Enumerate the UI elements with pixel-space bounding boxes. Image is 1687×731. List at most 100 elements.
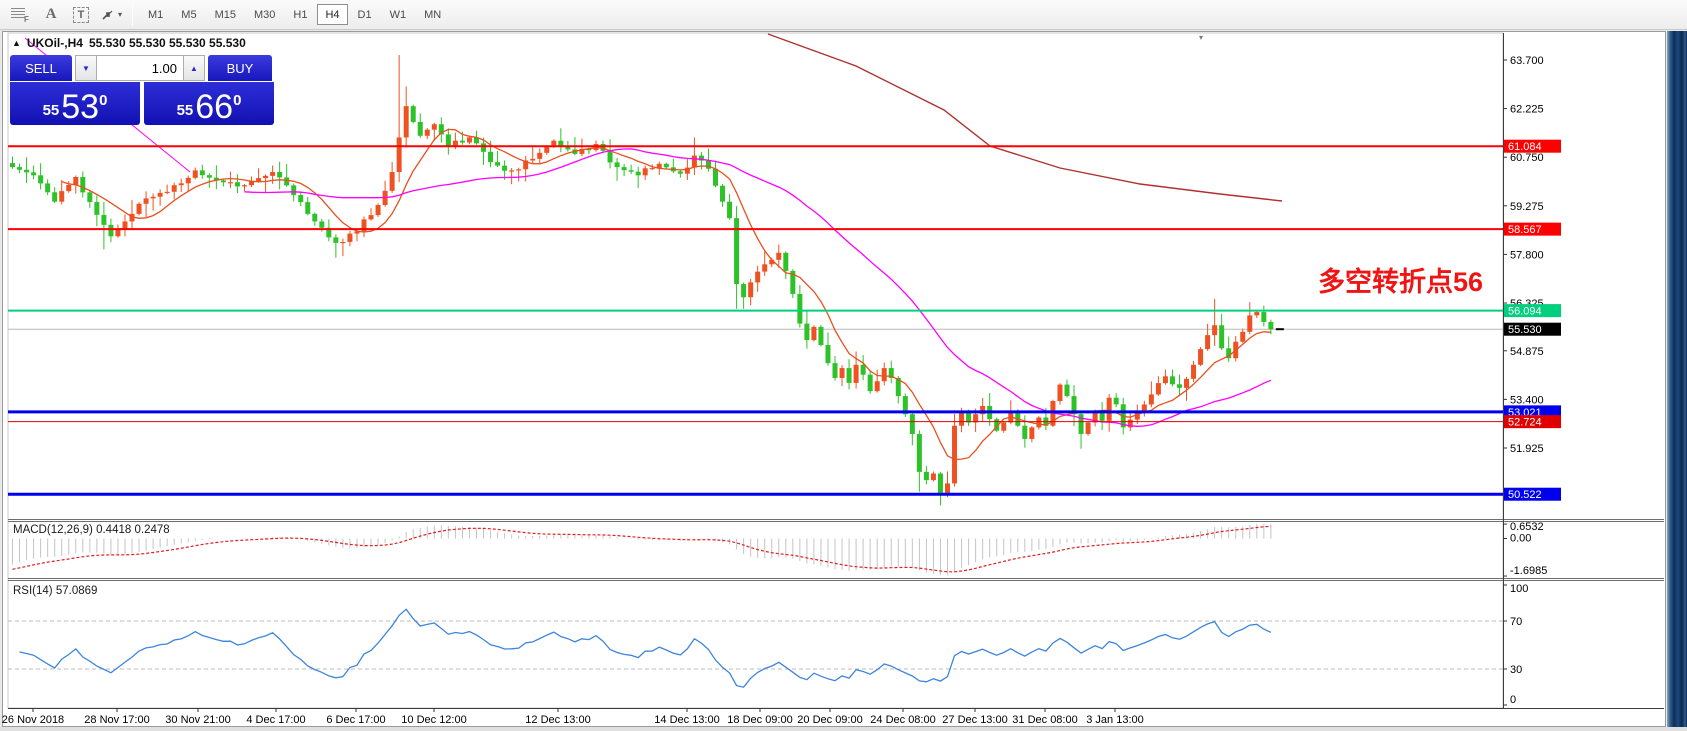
- svg-text:55.530: 55.530: [1508, 324, 1542, 336]
- svg-text:52.724: 52.724: [1508, 417, 1542, 429]
- window-bottom-edge: [0, 727, 1687, 731]
- macd-label: MACD(12,26,9) 0.4418 0.2478: [13, 524, 170, 536]
- buy-price-pips: 66: [195, 88, 234, 126]
- buy-price-point: 0: [233, 92, 242, 109]
- svg-text:F: F: [24, 15, 29, 24]
- timeframe-button-d1[interactable]: D1: [357, 8, 372, 21]
- diagonal-arrows-glyph: [102, 10, 113, 20]
- timeframe-button-m5[interactable]: M5: [181, 8, 197, 21]
- volume-increase-button[interactable]: ▲: [183, 55, 205, 81]
- svg-text:18 Dec 09:00: 18 Dec 09:00: [727, 714, 792, 726]
- rsi-value: 57.0869: [55, 585, 98, 597]
- grid-f-icon[interactable]: F: [8, 3, 34, 27]
- svg-text:60.750: 60.750: [1510, 152, 1544, 164]
- svg-text:-1.6985: -1.6985: [1510, 565, 1547, 577]
- sell-price-quote[interactable]: 55 53 0: [10, 82, 140, 125]
- grid-f-glyph: F: [11, 7, 29, 24]
- ohlc-readout: 55.530 55.530 55.530 55.530: [88, 36, 246, 50]
- svg-text:100: 100: [1510, 583, 1528, 595]
- svg-text:4 Dec 17:00: 4 Dec 17:00: [246, 714, 305, 726]
- rsi-name: RSI(14): [13, 585, 53, 597]
- svg-text:0: 0: [1510, 694, 1516, 706]
- sell-price-pips: 53: [61, 88, 100, 126]
- svg-text:27 Dec 13:00: 27 Dec 13:00: [942, 714, 1007, 726]
- svg-text:12 Dec 13:00: 12 Dec 13:00: [525, 714, 590, 726]
- t-glyph: T: [72, 6, 90, 23]
- time-axis: 26 Nov 2018 28 Nov 17:00 30 Nov 21:00 4 Dec…: [2, 708, 1144, 726]
- sell-price-point: 0: [99, 92, 108, 109]
- buy-price-whole: 55: [176, 102, 194, 119]
- drawing-tools-icon[interactable]: ▾: [98, 3, 124, 27]
- svg-text:61.084: 61.084: [1508, 141, 1542, 153]
- toolbar-separator: [132, 3, 133, 26]
- candles-layer: [10, 55, 1274, 506]
- timeframe-button-m1[interactable]: M1: [148, 8, 164, 21]
- svg-text:58.567: 58.567: [1508, 224, 1542, 236]
- svg-text:53.400: 53.400: [1510, 394, 1544, 406]
- level-price-tag: 61.084: [1504, 139, 1561, 153]
- rsi-label: RSI(14) 57.0869: [13, 585, 97, 597]
- horizontal-level-lines[interactable]: [8, 145, 1503, 496]
- panel-borders: [7, 32, 1664, 709]
- timeframe-button-w1[interactable]: W1: [389, 8, 407, 21]
- svg-text:28 Nov 17:00: 28 Nov 17:00: [84, 714, 149, 726]
- svg-text:26 Nov 2018: 26 Nov 2018: [2, 714, 64, 726]
- level-price-tag: 58.567: [1504, 222, 1561, 236]
- rsi-panel: 100 70 30 0: [8, 583, 1528, 706]
- svg-text:0.00: 0.00: [1510, 533, 1531, 545]
- svg-text:20 Dec 09:00: 20 Dec 09:00: [797, 714, 862, 726]
- buy-button[interactable]: BUY: [208, 55, 272, 81]
- timeframe-bar: M1 M5 M15 M30 H1 H4 D1 W1 MN: [139, 4, 450, 25]
- svg-text:24 Dec 08:00: 24 Dec 08:00: [870, 714, 935, 726]
- timeframe-button-mn[interactable]: MN: [424, 8, 442, 21]
- level-price-tag: 56.094: [1504, 304, 1561, 318]
- timeframe-button-h4[interactable]: H4: [317, 4, 348, 25]
- level-price-tag: 50.522: [1504, 487, 1561, 501]
- svg-text:54.875: 54.875: [1510, 346, 1544, 358]
- svg-text:51.925: 51.925: [1510, 443, 1544, 455]
- svg-text:70: 70: [1510, 616, 1522, 628]
- macd-signal-value: 0.2478: [134, 524, 170, 536]
- a-glyph: A: [45, 6, 57, 22]
- svg-text:14 Dec 13:00: 14 Dec 13:00: [654, 714, 719, 726]
- chart-title: ▲ UKOil-,H4 55.530 55.530 55.530 55.530: [12, 36, 246, 50]
- symbol-period-label: UKOil-,H4: [26, 36, 83, 50]
- macd-main-value: 0.4418: [96, 524, 132, 536]
- symbol-marker-icon: ▲: [12, 38, 21, 48]
- timeframe-button-m30[interactable]: M30: [253, 8, 276, 21]
- current-price-tag: 55.530: [1504, 322, 1561, 336]
- svg-text:30: 30: [1510, 664, 1522, 676]
- svg-text:59.275: 59.275: [1510, 201, 1544, 213]
- trade-panel-quotes: 55 53 0 55 66 0: [10, 82, 274, 125]
- svg-text:0.6532: 0.6532: [1510, 521, 1544, 533]
- buy-price-quote[interactable]: 55 66 0: [144, 82, 274, 125]
- trade-panel-top-row: SELL ▼ ▲ BUY: [10, 55, 274, 81]
- toolbar: F A T ▾ M1 M5 M15 M30 H1 H4 D1 W1 MN: [0, 0, 1687, 30]
- svg-text:63.700: 63.700: [1510, 55, 1544, 67]
- chevron-down-icon: ▾: [117, 10, 122, 19]
- svg-text:3 Jan 13:00: 3 Jan 13:00: [1086, 714, 1144, 726]
- one-click-trade-panel: SELL ▼ ▲ BUY 55 53 0 55 66 0: [10, 55, 274, 125]
- chart-annotation-text: 多空转折点56: [1318, 267, 1484, 297]
- svg-text:31 Dec 08:00: 31 Dec 08:00: [1012, 714, 1077, 726]
- volume-decrease-button[interactable]: ▼: [75, 55, 97, 81]
- svg-text:10 Dec 12:00: 10 Dec 12:00: [401, 714, 466, 726]
- price-axis: 63.70062.22560.75059.27557.80056.32554.8…: [1503, 55, 1544, 455]
- background-window-edge: [1667, 31, 1687, 731]
- svg-text:50.522: 50.522: [1508, 489, 1542, 501]
- volume-input[interactable]: [97, 55, 183, 81]
- svg-text:57.800: 57.800: [1510, 249, 1544, 261]
- timeframe-button-h1[interactable]: H1: [293, 8, 308, 21]
- scroll-indicator-icon[interactable]: ▾: [1199, 33, 1204, 42]
- svg-text:30 Nov 21:00: 30 Nov 21:00: [165, 714, 230, 726]
- text-box-icon[interactable]: T: [68, 3, 94, 27]
- sell-price-whole: 55: [42, 102, 60, 119]
- text-label-icon[interactable]: A: [38, 3, 64, 27]
- timeframe-button-m15[interactable]: M15: [214, 8, 236, 21]
- svg-text:62.225: 62.225: [1510, 104, 1544, 116]
- sell-button[interactable]: SELL: [10, 55, 72, 81]
- svg-text:56.094: 56.094: [1508, 306, 1542, 318]
